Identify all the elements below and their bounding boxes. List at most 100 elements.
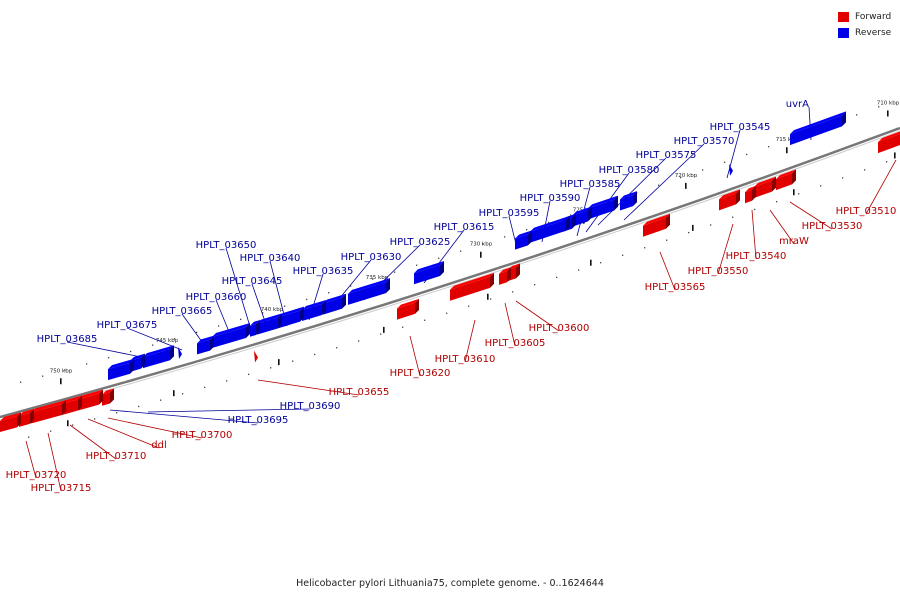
minor-tick-dot bbox=[94, 418, 96, 420]
minor-tick-dot bbox=[372, 278, 374, 280]
minor-tick-dot bbox=[20, 381, 22, 383]
reverse-gene-label: HPLT_03625 bbox=[390, 237, 451, 248]
forward-gene-label: HPLT_03700 bbox=[172, 430, 233, 441]
legend-swatch-forward bbox=[838, 11, 849, 22]
reverse-gene-label: HPLT_03640 bbox=[240, 253, 301, 264]
forward-gene bbox=[776, 169, 796, 191]
minor-tick-dot bbox=[138, 405, 140, 408]
reverse-gene-label: HPLT_03615 bbox=[434, 222, 495, 233]
forward-gene-label-leader bbox=[751, 209, 757, 260]
minor-tick-marks bbox=[20, 106, 888, 438]
minor-tick-dot bbox=[358, 340, 360, 342]
forward-gene-label: HPLT_03620 bbox=[390, 368, 451, 379]
forward-gene-label-leader bbox=[789, 201, 833, 230]
legend-item-reverse: Reverse bbox=[838, 25, 900, 40]
forward-gene-label-leader bbox=[257, 379, 360, 396]
reverse-gene-label: HPLT_03590 bbox=[520, 193, 581, 204]
minor-tick-dot bbox=[710, 224, 712, 226]
reverse-gene bbox=[530, 215, 570, 243]
minor-tick-dot bbox=[174, 338, 176, 340]
gene-features bbox=[0, 111, 900, 432]
minor-tick-dot bbox=[680, 176, 682, 179]
forward-gene-label: HPLT_03530 bbox=[802, 221, 863, 232]
map-title: Helicobacter pylori Lithuania75, complet… bbox=[296, 578, 604, 589]
minor-tick-dot bbox=[768, 146, 770, 148]
minor-tick-dot bbox=[504, 236, 506, 238]
reverse-gene bbox=[620, 191, 637, 211]
reverse-gene-label: HPLT_03675 bbox=[97, 320, 158, 331]
reverse-gene-label: HPLT_03660 bbox=[186, 292, 247, 303]
reverse-gene-label: HPLT_03695 bbox=[228, 415, 289, 426]
scale-tick-label: 735 kbp bbox=[366, 275, 389, 281]
forward-gene-label: HPLT_03710 bbox=[86, 451, 147, 462]
forward-gene-label-leader bbox=[464, 319, 476, 363]
minor-tick-dot bbox=[622, 254, 624, 256]
minor-tick-dot bbox=[526, 229, 528, 231]
reverse-gene bbox=[197, 335, 214, 355]
forward-gene-label: HPLT_03600 bbox=[529, 323, 590, 334]
minor-tick-dot bbox=[328, 292, 330, 294]
minor-tick-dot bbox=[798, 193, 800, 195]
minor-tick-dot bbox=[746, 153, 748, 156]
forward-gene-label: HPLT_03715 bbox=[31, 483, 92, 494]
forward-gene-label: HPLT_03605 bbox=[485, 338, 546, 349]
forward-gene-label-leader bbox=[107, 417, 203, 439]
scale-tick-label: 745 kbp bbox=[156, 338, 179, 344]
reverse-gene bbox=[348, 278, 390, 305]
minor-tick-dot bbox=[732, 216, 734, 218]
scale-tick-mark bbox=[786, 147, 788, 154]
forward-gene bbox=[102, 388, 114, 406]
forward-gene-label-leader bbox=[659, 251, 676, 291]
reverse-gene-label: HPLT_03580 bbox=[599, 165, 660, 176]
forward-gene bbox=[719, 189, 740, 211]
forward-gene bbox=[78, 389, 103, 411]
minor-tick-dot bbox=[42, 375, 44, 377]
reverse-gene bbox=[790, 111, 846, 146]
forward-gene-label: HPLT_03655 bbox=[329, 387, 390, 398]
minor-tick-dot bbox=[446, 312, 448, 314]
scale-tick-mark-lower bbox=[278, 359, 280, 366]
reverse-gene bbox=[278, 306, 304, 329]
minor-tick-dot bbox=[116, 412, 118, 414]
forward-gene-label-leader bbox=[87, 418, 160, 449]
minor-tick-dot bbox=[380, 333, 382, 335]
forward-gene-label-leader bbox=[717, 223, 734, 275]
minor-tick-dot bbox=[204, 386, 206, 389]
reverse-gene bbox=[257, 313, 282, 335]
minor-tick-dot bbox=[152, 344, 154, 346]
forward-gene bbox=[878, 131, 900, 154]
reverse-gene-label-leader bbox=[109, 409, 259, 424]
minor-tick-dot bbox=[512, 291, 514, 293]
forward-gene bbox=[499, 267, 511, 285]
minor-tick-dot bbox=[108, 357, 110, 359]
reverse-gene-label: HPLT_03690 bbox=[280, 401, 341, 412]
legend-label-reverse: Reverse bbox=[855, 27, 892, 38]
scale-tick-mark-lower bbox=[894, 152, 896, 159]
minor-tick-dot bbox=[776, 201, 778, 203]
scale-tick-label: 710 kbp bbox=[877, 100, 900, 106]
minor-tick-dot bbox=[240, 318, 242, 321]
forward-gene-label: HPLT_03510 bbox=[836, 206, 897, 217]
forward-gene bbox=[19, 408, 34, 427]
minor-tick-dot bbox=[724, 161, 726, 163]
genome-backbone-shadow bbox=[0, 130, 900, 421]
reverse-gene-label: uvrA bbox=[786, 99, 809, 110]
minor-tick-dot bbox=[160, 399, 162, 401]
reverse-gene-label-leader bbox=[726, 129, 741, 179]
forward-gene bbox=[31, 399, 66, 424]
forward-gene-label: HPLT_03720 bbox=[6, 470, 67, 481]
minor-tick-dot bbox=[424, 319, 426, 321]
minor-tick-dot bbox=[842, 177, 844, 179]
forward-gene-label: HPLT_03565 bbox=[645, 282, 706, 293]
minor-tick-dot bbox=[226, 380, 228, 382]
reverse-gene-small bbox=[729, 163, 733, 176]
forward-gene-label: HPLT_03610 bbox=[435, 354, 496, 365]
forward-gene-label: ddl bbox=[151, 440, 166, 451]
forward-gene-label-leader bbox=[25, 440, 37, 479]
legend-swatch-reverse bbox=[838, 27, 849, 38]
reverse-gene-label: HPLT_03630 bbox=[341, 252, 402, 263]
reverse-gene bbox=[302, 299, 326, 322]
minor-tick-dot bbox=[262, 312, 264, 314]
minor-tick-dot bbox=[64, 369, 66, 371]
